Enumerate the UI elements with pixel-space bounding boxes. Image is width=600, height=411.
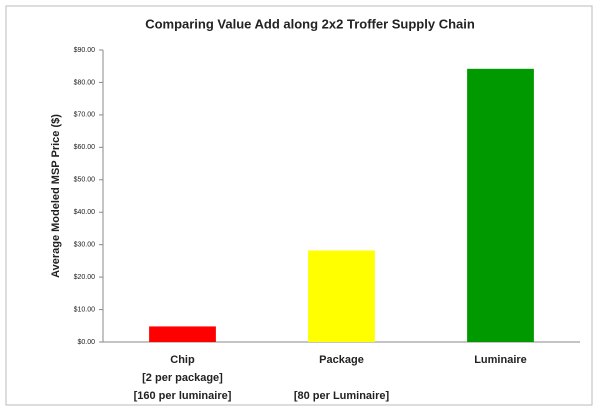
y-tick-label: $80.00 xyxy=(74,79,96,86)
y-tick-label: $10.00 xyxy=(74,306,96,313)
x-tick-label: [80 per Luminaire] xyxy=(294,390,390,402)
y-tick-label: $50.00 xyxy=(74,177,96,184)
y-tick-label: $90.00 xyxy=(74,47,96,54)
x-tick-label: Package xyxy=(319,354,364,366)
y-tick-label: $30.00 xyxy=(74,242,96,249)
y-tick-label: $20.00 xyxy=(74,274,96,281)
x-tick-label: Luminaire xyxy=(474,354,527,366)
bar xyxy=(308,250,375,342)
y-axis-label: Average Modeled MSP Price ($) xyxy=(50,114,62,278)
x-tick-label: [160 per luminaire] xyxy=(134,390,232,402)
x-tick-label: [2 per package] xyxy=(142,372,223,384)
x-tick-label: Chip xyxy=(170,354,195,366)
y-tick-label: $40.00 xyxy=(74,209,96,216)
bar xyxy=(467,68,534,342)
y-tick-label: $70.00 xyxy=(74,112,96,119)
y-tick-label: $60.00 xyxy=(74,144,96,151)
chart-title: Comparing Value Add along 2x2 Troffer Su… xyxy=(145,16,475,31)
bar xyxy=(149,326,216,342)
y-tick-label: $0.00 xyxy=(77,339,95,346)
